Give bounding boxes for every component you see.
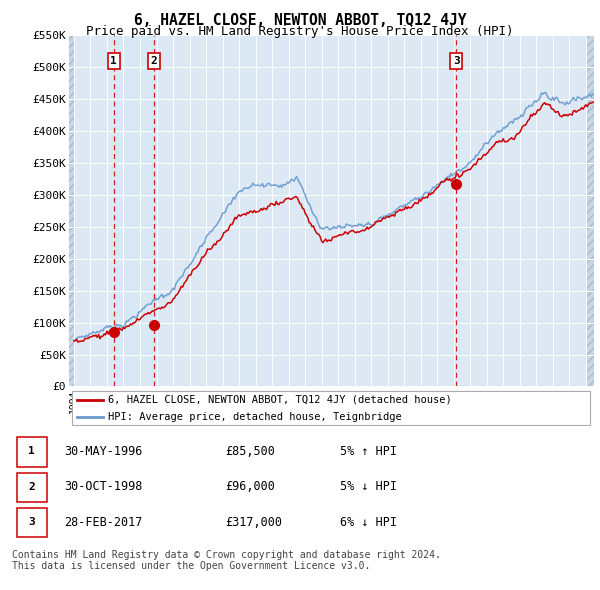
Text: 2: 2 [28,482,35,491]
Text: £317,000: £317,000 [225,516,282,529]
Text: 30-MAY-1996: 30-MAY-1996 [64,445,142,458]
FancyBboxPatch shape [17,473,47,502]
Text: Contains HM Land Registry data © Crown copyright and database right 2024.
This d: Contains HM Land Registry data © Crown c… [12,550,441,572]
Text: 1: 1 [28,447,35,456]
Text: 28-FEB-2017: 28-FEB-2017 [64,516,142,529]
Text: 6% ↓ HPI: 6% ↓ HPI [340,516,397,529]
Text: £85,500: £85,500 [225,445,275,458]
Text: 1: 1 [110,56,117,66]
Text: 2: 2 [151,56,157,66]
Text: 3: 3 [453,56,460,66]
Text: 6, HAZEL CLOSE, NEWTON ABBOT, TQ12 4JY (detached house): 6, HAZEL CLOSE, NEWTON ABBOT, TQ12 4JY (… [109,395,452,405]
Text: HPI: Average price, detached house, Teignbridge: HPI: Average price, detached house, Teig… [109,412,402,422]
Text: 30-OCT-1998: 30-OCT-1998 [64,480,142,493]
Bar [586,29,594,386]
Text: Price paid vs. HM Land Registry's House Price Index (HPI): Price paid vs. HM Land Registry's House … [86,25,514,38]
Text: 5% ↑ HPI: 5% ↑ HPI [340,445,397,458]
FancyBboxPatch shape [17,437,47,467]
Text: 3: 3 [28,517,35,527]
Text: 6, HAZEL CLOSE, NEWTON ABBOT, TQ12 4JY: 6, HAZEL CLOSE, NEWTON ABBOT, TQ12 4JY [134,13,466,28]
Text: 5% ↓ HPI: 5% ↓ HPI [340,480,397,493]
Bar [69,29,74,386]
Bar [114,35,154,386]
Text: £96,000: £96,000 [225,480,275,493]
FancyBboxPatch shape [71,391,590,425]
FancyBboxPatch shape [17,508,47,537]
